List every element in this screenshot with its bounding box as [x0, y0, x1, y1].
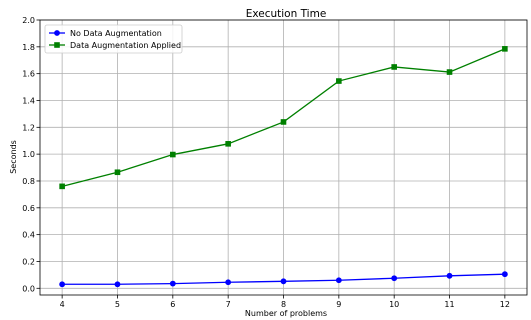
x-tick-label: 5	[115, 300, 120, 309]
y-tick-label: 0.0	[22, 284, 35, 293]
data-point	[502, 46, 508, 52]
data-point	[501, 271, 508, 278]
series-2	[59, 46, 508, 190]
grid	[40, 19, 527, 295]
x-tick-label: 4	[60, 300, 65, 309]
y-tick-label: 2.0	[22, 16, 35, 25]
legend-marker	[54, 42, 60, 48]
legend-item: No Data Augmentation	[49, 29, 162, 38]
data-point	[59, 281, 66, 288]
x-tick-label: 11	[444, 300, 454, 309]
data-point	[114, 281, 121, 288]
x-tick-label: 8	[281, 300, 286, 309]
x-tick-label: 12	[500, 300, 510, 309]
data-point	[446, 272, 453, 279]
data-point	[391, 64, 397, 70]
data-point	[59, 183, 65, 190]
axis-ticks: 0.0 0.2 0.4 0.6 0.8 1.0 1.2 1.4 1.6 1.8 2.0 4 5 6 7 8 9 1…	[22, 16, 510, 309]
x-axis-label: Number of problems	[245, 309, 327, 318]
data-point	[225, 279, 232, 286]
series-layer	[59, 46, 508, 288]
legend-marker	[54, 30, 60, 36]
y-tick-label: 1.0	[22, 150, 35, 159]
legend: No Data Augmentation Data Augmentation Ap…	[44, 24, 183, 54]
x-tick-label: 10	[389, 300, 399, 309]
data-point	[169, 280, 176, 287]
y-tick-label: 0.8	[22, 177, 35, 186]
x-tick-label: 9	[336, 300, 341, 309]
data-point	[225, 141, 231, 147]
chart-title: Execution Time	[246, 8, 327, 20]
data-point	[391, 275, 398, 282]
data-point	[335, 277, 342, 284]
data-point	[170, 151, 176, 158]
y-axis-label: Seconds	[9, 140, 18, 174]
legend-box	[44, 24, 183, 54]
y-tick-label: 0.6	[22, 204, 35, 213]
legend-item: Data Augmentation Applied	[49, 41, 181, 50]
data-point	[446, 69, 453, 75]
y-tick-label: 1.2	[22, 123, 35, 132]
data-point	[280, 278, 287, 285]
y-tick-label: 0.4	[22, 231, 35, 240]
y-tick-label: 1.8	[22, 43, 35, 52]
data-point	[280, 119, 287, 125]
series-1	[59, 271, 508, 288]
legend-label: No Data Augmentation	[70, 29, 162, 38]
x-tick-label: 7	[226, 300, 231, 309]
data-point	[114, 169, 121, 176]
y-tick-label: 1.6	[22, 70, 35, 79]
x-tick-label: 6	[170, 300, 175, 309]
data-point	[336, 78, 342, 84]
legend-label: Data Augmentation Applied	[70, 41, 181, 50]
y-tick-label: 1.4	[22, 96, 35, 105]
y-tick-label: 0.2	[22, 257, 35, 266]
